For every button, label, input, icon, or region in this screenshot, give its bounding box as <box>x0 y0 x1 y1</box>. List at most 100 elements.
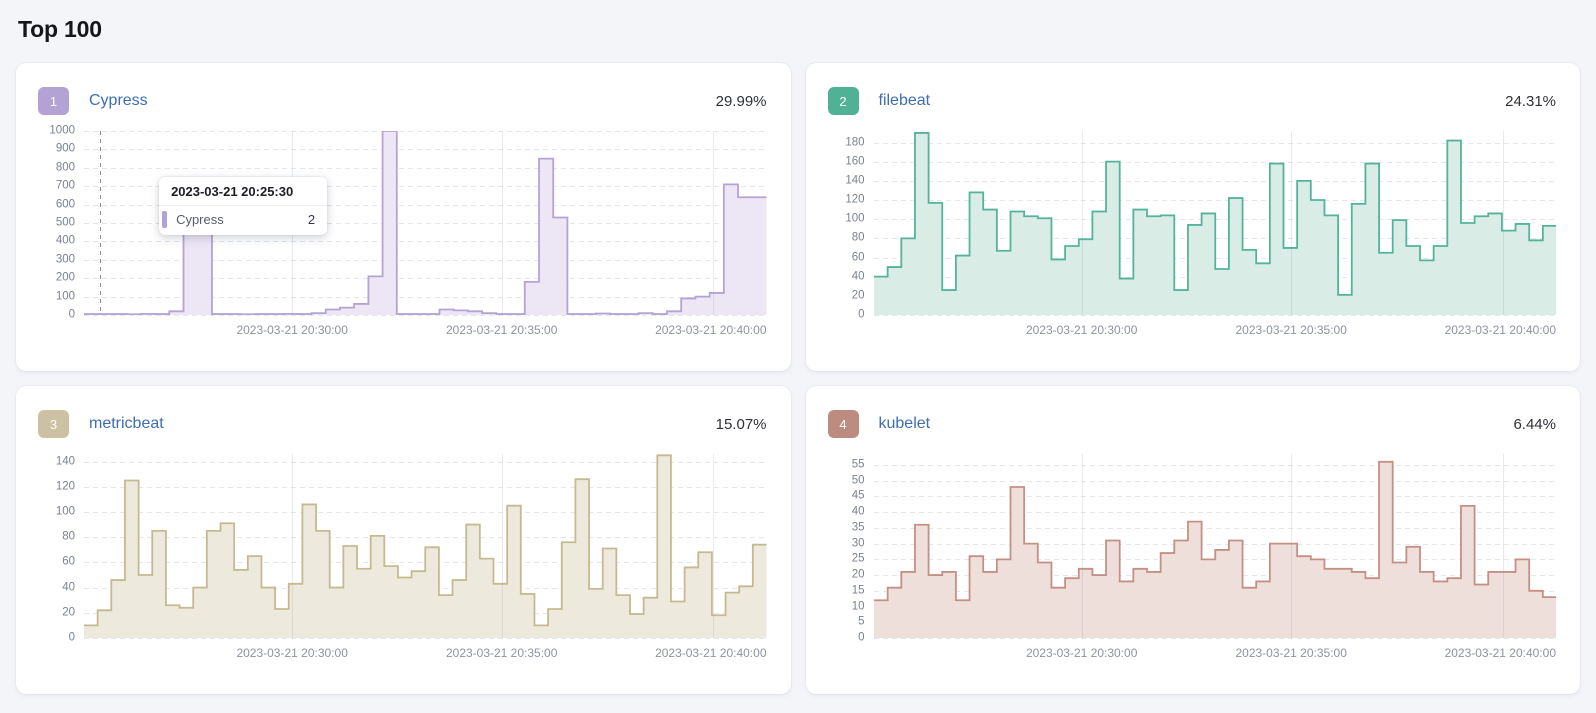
horizontal-gridline <box>84 241 767 243</box>
y-tick-label: 400 <box>55 234 75 247</box>
chart-plot[interactable] <box>84 454 767 639</box>
y-tick-label: 5 <box>858 615 865 628</box>
vertical-gridline <box>501 131 503 315</box>
horizontal-gridline <box>84 511 767 513</box>
y-tick-label: 0 <box>68 308 75 321</box>
y-tick-label: 60 <box>62 555 75 568</box>
card-header: 3 metricbeat 15.07% <box>38 410 767 438</box>
time-series-chart: 0 100 200 300 400 500 600 700 800 900 1000 2023-03… <box>38 125 767 339</box>
card-header: 1 Cypress 29.99% <box>38 87 767 115</box>
series-name-link[interactable]: Cypress <box>89 92 148 109</box>
x-axis-label: 2023-03-21 20:30:00 <box>236 323 348 337</box>
tooltip-series-row: Cypress 2 <box>159 206 327 235</box>
y-axis-labels: 0 5 10 15 20 25 30 35 40 45 50 55 <box>828 454 874 643</box>
area-line <box>874 462 1557 600</box>
y-tick-label: 60 <box>851 250 865 263</box>
horizontal-gridline <box>84 278 767 280</box>
plot-wrap: 2023-03-21 20:30:00 2023-03-21 20:35:00 20… <box>873 131 1556 339</box>
y-tick-label: 20 <box>851 568 865 581</box>
x-axis-label: 2023-03-21 20:40:00 <box>655 646 767 660</box>
series-name-link[interactable]: metricbeat <box>89 415 164 432</box>
y-axis-labels: 0 20 40 60 80 100 120 140 <box>38 454 84 642</box>
x-axis-labels: 2023-03-21 20:30:00 2023-03-21 20:35:00 20… <box>874 646 1556 662</box>
rank-badge: 2 <box>827 87 859 115</box>
horizontal-gridline <box>84 315 767 316</box>
x-axis-label: 2023-03-21 20:30:00 <box>1025 646 1138 660</box>
horizontal-gridline <box>873 527 1556 529</box>
series-name-link[interactable]: filebeat <box>878 92 931 109</box>
step-area-chart <box>873 131 1556 315</box>
horizontal-gridline <box>873 161 1556 163</box>
y-tick-label: 45 <box>851 489 865 502</box>
horizontal-gridline <box>873 543 1556 545</box>
x-axis-labels: 2023-03-21 20:30:00 2023-03-21 20:35:00 20… <box>874 323 1556 339</box>
card-header: 2 filebeat 24.31% <box>827 87 1556 115</box>
y-tick-label: 100 <box>55 505 75 518</box>
horizontal-gridline <box>84 149 767 151</box>
y-tick-label: 140 <box>845 174 865 187</box>
y-tick-label: 0 <box>858 631 865 644</box>
x-axis-labels: 2023-03-21 20:30:00 2023-03-21 20:35:00 20… <box>84 646 767 662</box>
time-series-chart: 0 20 40 60 80 100 120 140 2023-03-21 20:30:00 20… <box>38 454 767 662</box>
horizontal-gridline <box>873 180 1556 182</box>
x-axis-label: 2023-03-21 20:40:00 <box>1444 646 1556 660</box>
x-axis-label: 2023-03-21 20:30:00 <box>236 646 348 660</box>
x-axis-labels: 2023-03-21 20:30:00 2023-03-21 20:35:00 20… <box>84 323 767 339</box>
horizontal-gridline <box>873 496 1556 498</box>
y-tick-label: 140 <box>55 454 75 467</box>
plot-wrap: 2023-03-21 20:30:00 2023-03-21 20:35:00 20… <box>873 454 1557 662</box>
chart-plot[interactable] <box>873 454 1557 639</box>
vertical-gridline <box>1081 454 1083 638</box>
area-line <box>84 455 767 625</box>
y-tick-label: 300 <box>55 253 75 266</box>
y-tick-label: 80 <box>62 530 75 543</box>
rank-badge: 3 <box>38 410 69 438</box>
y-tick-label: 40 <box>851 505 865 518</box>
chart-plot[interactable]: 2023-03-21 20:25:30 Cypress 2 <box>84 131 767 316</box>
y-tick-label: 20 <box>62 606 75 619</box>
tooltip-series-marker <box>162 211 168 228</box>
top-item-card: 1 Cypress 29.99% 0 100 200 300 400 500 600 700 8… <box>16 63 791 371</box>
cards-grid: 1 Cypress 29.99% 0 100 200 300 400 500 600 700 8… <box>16 63 1580 694</box>
horizontal-gridline <box>84 638 767 639</box>
horizontal-gridline <box>873 512 1556 514</box>
x-axis-label: 2023-03-21 20:35:00 <box>445 323 558 337</box>
y-axis-labels: 0 100 200 300 400 500 600 700 800 900 1000 <box>38 125 84 320</box>
x-axis-label: 2023-03-21 20:35:00 <box>445 646 558 660</box>
vertical-gridline <box>713 454 715 638</box>
x-axis-label: 2023-03-21 20:40:00 <box>655 323 767 337</box>
y-tick-label: 50 <box>851 473 865 486</box>
area-fill <box>873 461 1556 638</box>
y-tick-label: 800 <box>55 161 75 174</box>
chart-plot[interactable] <box>873 131 1556 316</box>
horizontal-gridline <box>84 537 767 539</box>
time-series-chart: 0 20 40 60 80 100 120 140 160 180 2023-03-21 20:3… <box>828 131 1556 339</box>
vertical-gridline <box>292 454 294 638</box>
y-tick-label: 0 <box>858 308 865 321</box>
crosshair-cursor-line <box>100 131 102 315</box>
tooltip-series-label: Cypress <box>176 212 224 227</box>
percentage-value: 29.99% <box>715 92 767 110</box>
rank-badge: 1 <box>38 87 69 115</box>
time-series-chart: 0 5 10 15 20 25 30 35 40 45 50 55 2023-03-21 20:30:… <box>828 454 1557 662</box>
horizontal-gridline <box>84 259 767 261</box>
vertical-gridline <box>1291 131 1293 315</box>
series-name-link[interactable]: kubelet <box>878 415 931 432</box>
vertical-gridline <box>1502 454 1504 638</box>
x-axis-label: 2023-03-21 20:40:00 <box>1444 323 1556 337</box>
y-tick-label: 1000 <box>49 124 75 137</box>
horizontal-gridline <box>84 204 767 206</box>
y-axis-labels: 0 20 40 60 80 100 120 140 160 180 <box>828 131 874 320</box>
y-tick-label: 180 <box>845 135 865 148</box>
horizontal-gridline <box>873 465 1556 466</box>
y-tick-label: 120 <box>845 193 865 206</box>
y-tick-label: 25 <box>851 552 865 565</box>
percentage-value: 15.07% <box>715 415 767 433</box>
horizontal-gridline <box>84 167 767 169</box>
area-fill <box>84 455 767 638</box>
step-area-chart <box>873 454 1557 638</box>
y-tick-label: 40 <box>851 269 865 282</box>
horizontal-gridline <box>873 200 1556 201</box>
top-item-card: 2 filebeat 24.31% 0 20 40 60 80 100 120 140 160 1… <box>805 63 1580 371</box>
